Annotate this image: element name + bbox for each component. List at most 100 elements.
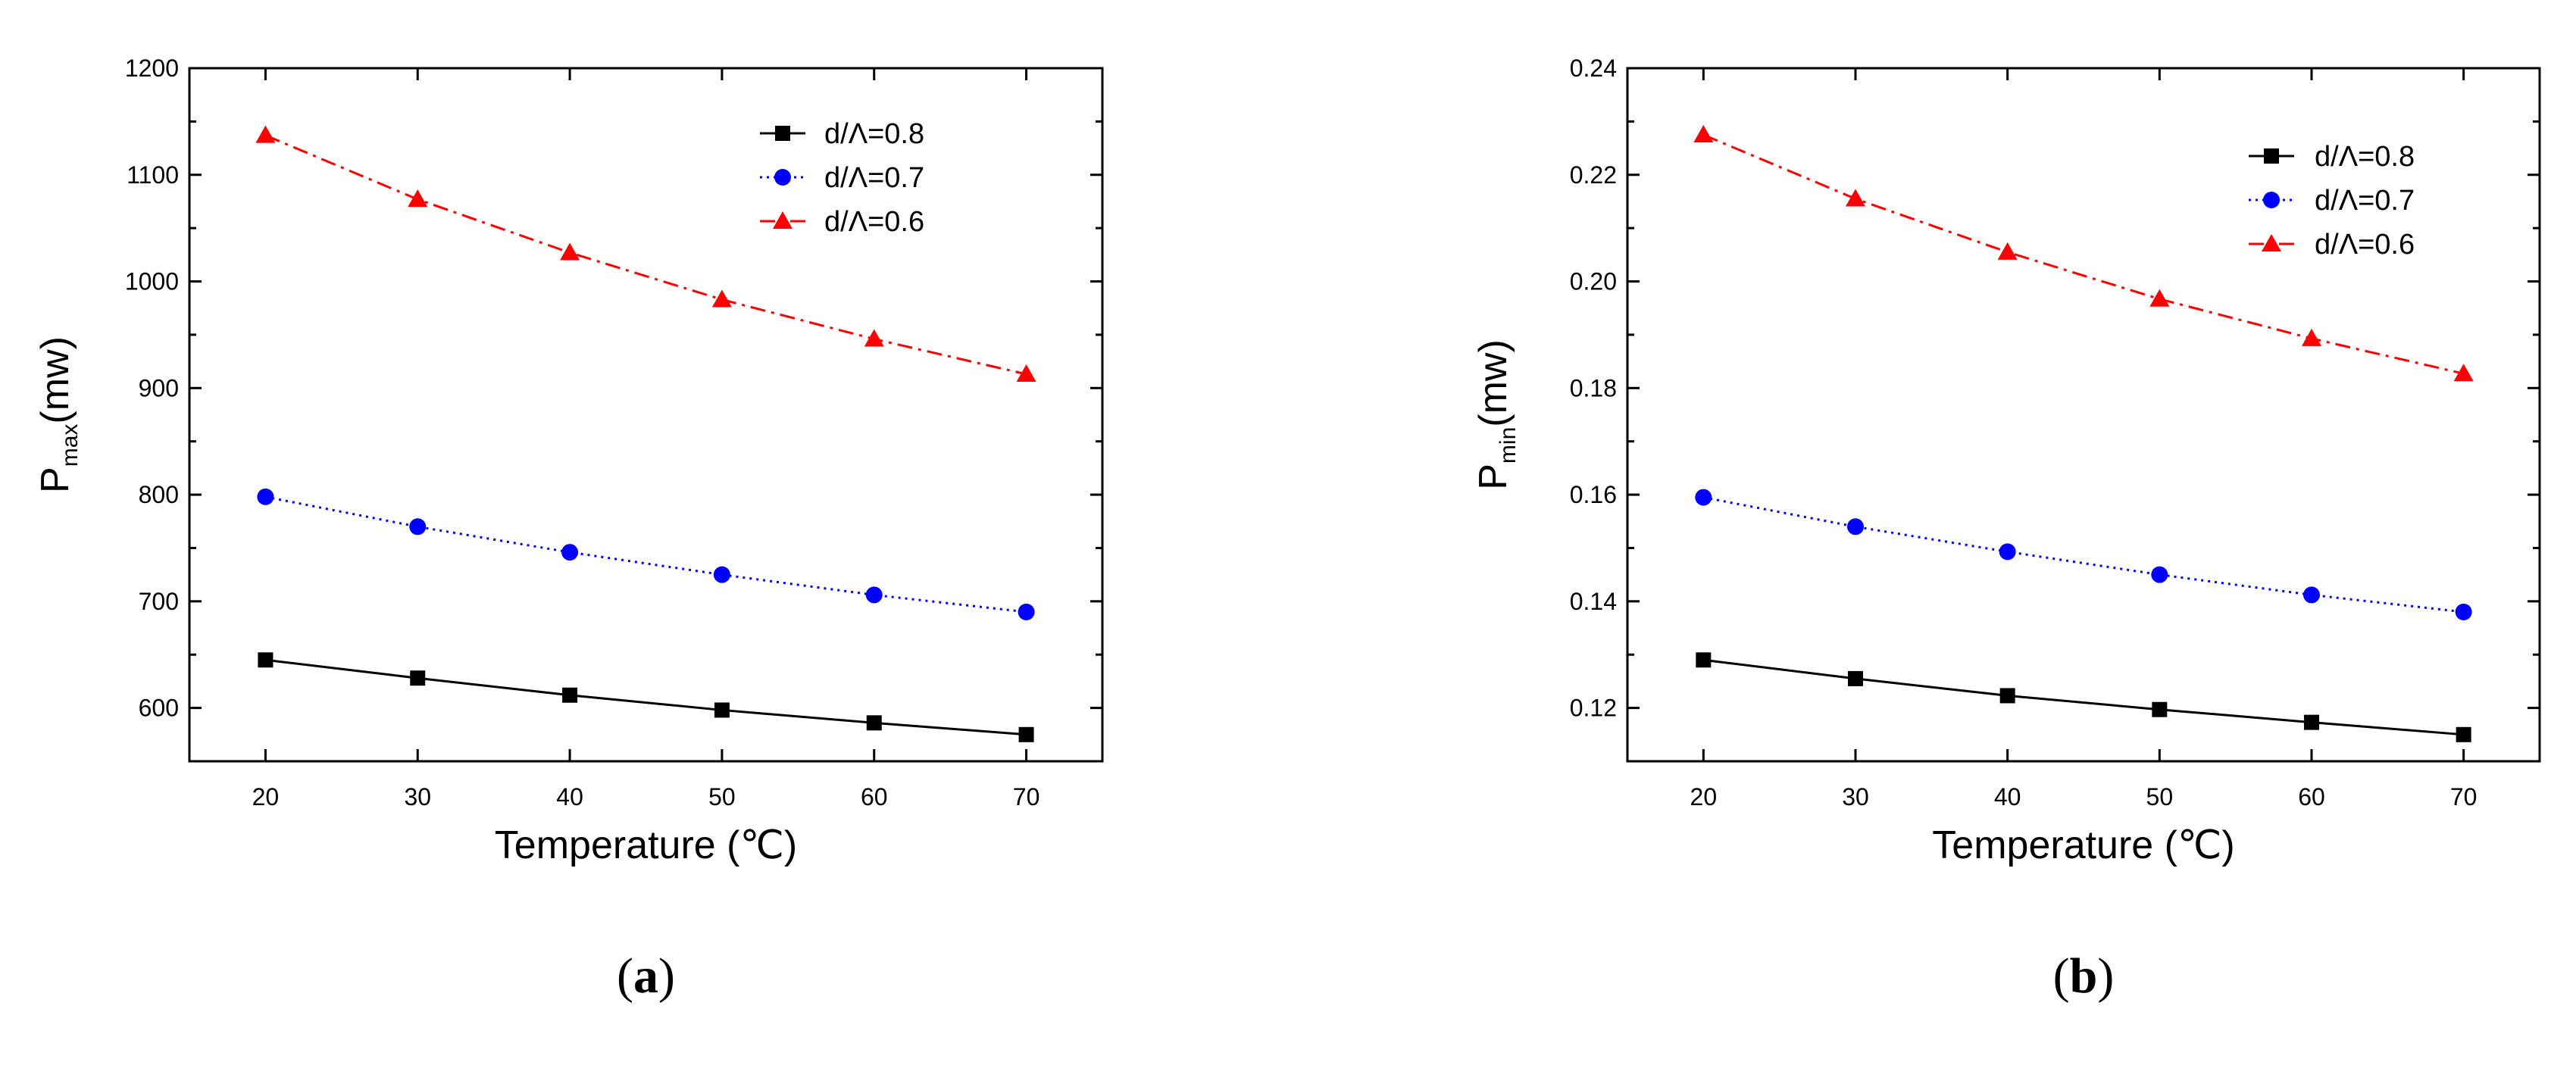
data-point [409, 518, 427, 536]
panel-label: (a) [617, 948, 675, 1004]
data-point [2152, 701, 2168, 717]
data-point [562, 687, 578, 703]
y-axis-title-subscript: min [1496, 427, 1521, 464]
y-tick-label: 0.12 [1570, 695, 1617, 722]
legend-label: d/Λ=0.6 [824, 206, 924, 238]
legend-label: d/Λ=0.6 [2315, 229, 2415, 261]
data-point [714, 702, 730, 718]
panel-label-open: ( [2053, 948, 2070, 1004]
y-tick-label: 800 [139, 481, 179, 508]
y-axis-title-subscript: max [58, 424, 83, 467]
data-point [1999, 543, 2016, 561]
y-tick-label: 600 [139, 695, 179, 722]
data-point [2453, 364, 2474, 382]
x-tick-label: 60 [2298, 783, 2325, 810]
data-point [1997, 242, 2018, 260]
series-line [1703, 658, 2464, 736]
y-tick-label: 0.24 [1570, 55, 1617, 82]
data-point [2302, 328, 2321, 346]
panel-label: (b) [2053, 948, 2115, 1004]
data-point [2455, 603, 2472, 620]
series-line [1703, 496, 2464, 614]
data-point [257, 488, 274, 505]
data-point [258, 652, 274, 668]
y-axis-title-unit: (mw) [1471, 339, 1515, 427]
legend-marker [2262, 234, 2281, 251]
panel-label-open: ( [617, 948, 633, 1004]
x-tick-label: 50 [2146, 783, 2174, 810]
data-point [865, 586, 883, 604]
y-tick-label: 1000 [125, 268, 179, 295]
series-triangle [255, 125, 1036, 383]
data-point [410, 670, 426, 686]
legend-marker [774, 169, 791, 186]
series-line [265, 495, 1027, 614]
data-point [864, 329, 884, 347]
series-circle [1695, 489, 2472, 620]
data-point [711, 289, 732, 308]
x-tick-label: 50 [708, 783, 736, 810]
legend-label: d/Λ=0.7 [2315, 185, 2415, 217]
x-axis-title: Temperature (℃) [1932, 823, 2234, 867]
x-tick-label: 30 [1842, 783, 1869, 810]
x-axis-title: Temperature (℃) [495, 823, 797, 867]
y-tick-label: 700 [139, 588, 179, 615]
data-point [1018, 603, 1035, 620]
plot-frame [188, 67, 1104, 763]
x-tick-label: 60 [861, 783, 888, 810]
x-tick-label: 20 [252, 783, 280, 810]
chart-panel-a: 20 30 40 50 60 70 600 700 800 900 1000 1100 1200 Temp… [33, 55, 1104, 1004]
data-point [713, 566, 730, 583]
y-tick-label: 0.20 [1570, 268, 1617, 295]
data-point [2456, 726, 2471, 742]
data-point [1846, 189, 1865, 207]
legend-label: d/Λ=0.8 [2315, 141, 2415, 173]
series-line [265, 658, 1027, 736]
panel-label-close: ) [658, 948, 675, 1004]
y-tick-label: 0.14 [1570, 588, 1617, 615]
data-point [2149, 289, 2170, 307]
data-point [1016, 364, 1036, 383]
data-point [1999, 688, 2015, 704]
data-point [2303, 586, 2320, 604]
series-triangle [1693, 124, 2474, 382]
legend-marker [2264, 148, 2279, 164]
series-square [258, 652, 1034, 742]
data-point [1847, 518, 1864, 536]
panel-label-close: ) [2097, 948, 2114, 1004]
legend: d/Λ=0.8 d/Λ=0.7 d/Λ=0.6 [2249, 141, 2415, 261]
data-point [1848, 670, 1863, 686]
y-axis-title: Pmax(mw) [33, 336, 83, 493]
y-tick-label: 0.16 [1570, 481, 1617, 508]
y-axis-title: Pmin(mw) [1471, 339, 1521, 490]
y-tick-label: 1100 [127, 161, 179, 189]
x-tick-label: 40 [556, 783, 583, 810]
data-point [866, 715, 882, 731]
series-circle [257, 488, 1035, 620]
legend-label: d/Λ=0.8 [824, 118, 924, 150]
data-point [560, 242, 580, 261]
plot-frame [1626, 67, 2541, 763]
data-point [1695, 489, 1712, 506]
panel-label-letter: b [2070, 948, 2098, 1004]
data-point [561, 544, 579, 561]
series-line [264, 134, 1027, 376]
legend-marker [773, 211, 792, 229]
data-point [408, 189, 428, 208]
data-point [1693, 124, 1714, 142]
x-tick-label: 30 [404, 783, 431, 810]
series-square [1696, 652, 2471, 742]
x-tick-label: 70 [1013, 783, 1040, 810]
x-tick-label: 70 [2450, 783, 2478, 810]
series-line [1702, 133, 2465, 375]
y-axis-title-main: P [1471, 464, 1515, 490]
data-point [2304, 714, 2319, 730]
y-axis-title-main: P [33, 467, 77, 493]
x-tick-label: 20 [1690, 783, 1718, 810]
data-point [2151, 566, 2168, 583]
y-tick-label: 0.18 [1570, 374, 1617, 401]
data-point [255, 125, 276, 143]
y-tick-label: 1200 [125, 55, 179, 82]
y-tick-label: 0.22 [1570, 161, 1617, 189]
